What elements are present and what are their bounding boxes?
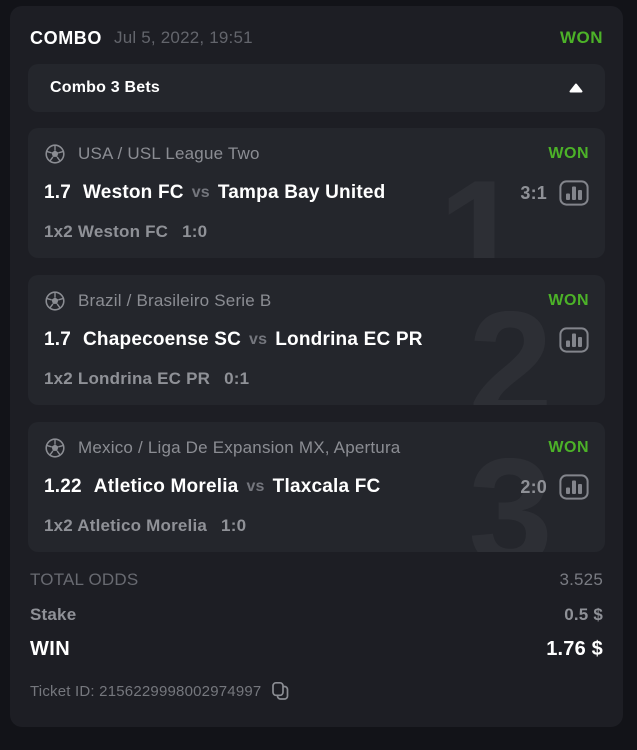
pick-label: 1x2 Londrina EC PR <box>44 369 211 388</box>
bet-odds: 1.22 <box>44 476 82 497</box>
away-team: Londrina EC PR <box>275 329 423 350</box>
bet-ticket-card: COMBO Jul 5, 2022, 19:51 WON Combo 3 Bet… <box>10 6 623 727</box>
soccer-ball-icon <box>44 143 66 165</box>
triangle-up-icon[interactable] <box>569 83 583 93</box>
stake-row: Stake 0.5 $ <box>30 597 603 632</box>
stake-value: 0.5 $ <box>564 604 603 624</box>
pick-score: 1:0 <box>221 516 247 535</box>
vs-label: vs <box>249 331 268 348</box>
home-team: Weston FC <box>83 182 184 203</box>
bet-card: 3 Mexico / Liga De Expansion MX, Apertur… <box>28 422 605 552</box>
pick-label: 1x2 Atletico Morelia <box>44 516 208 535</box>
bet-status-badge: WON <box>548 292 589 309</box>
pick-score: 0:1 <box>224 369 250 388</box>
bet-league-row: Brazil / Brasileiro Serie B WON <box>44 288 589 314</box>
stake-label: Stake <box>30 604 77 624</box>
bet-odds: 1.7 <box>44 329 72 350</box>
pick-label: 1x2 Weston FC <box>44 222 169 241</box>
league-label: Mexico / Liga De Expansion MX, Apertura <box>78 438 401 457</box>
bet-status-badge: WON <box>548 439 589 456</box>
ticket-id-label: Ticket ID: 2156229998002974997 <box>30 682 262 700</box>
win-value: 1.76 $ <box>546 638 603 660</box>
bet-pick-row: 1x2 Londrina EC PR 0:1 <box>44 368 589 390</box>
bet-pick-row: 1x2 Atletico Morelia 1:0 <box>44 515 589 537</box>
ticket-summary: TOTAL ODDS 3.525 Stake 0.5 $ WIN 1.76 $ … <box>28 562 605 703</box>
stats-bar-chart-icon[interactable] <box>559 180 589 206</box>
stats-bar-chart-icon[interactable] <box>559 327 589 353</box>
vs-label: vs <box>246 478 265 495</box>
bets-list: 1 USA / USL League Two WON 1.7 Weston FC… <box>28 128 605 552</box>
combo-bar-label: Combo 3 Bets <box>50 79 160 96</box>
bet-odds: 1.7 <box>44 182 72 203</box>
total-odds-row: TOTAL ODDS 3.525 <box>30 562 603 597</box>
bet-card: 2 Brazil / Brasileiro Serie B WON 1.7 Ch… <box>28 275 605 405</box>
match-score: 3:1 <box>520 182 547 203</box>
home-team: Chapecoense SC <box>83 329 242 350</box>
total-odds-value: 3.525 <box>559 569 603 589</box>
bet-card: 1 USA / USL League Two WON 1.7 Weston FC… <box>28 128 605 258</box>
league-label: USA / USL League Two <box>78 144 260 163</box>
win-label: WIN <box>30 638 71 660</box>
bet-match-row: 1.7 Weston FC vs Tampa Bay United 3:1 <box>44 178 589 208</box>
win-row: WIN 1.76 $ <box>30 632 603 667</box>
ticket-status-badge: WON <box>559 28 603 47</box>
league-label: Brazil / Brasileiro Serie B <box>78 291 272 310</box>
pick-score: 1:0 <box>182 222 208 241</box>
bet-status-badge: WON <box>548 145 589 162</box>
match-score: 2:0 <box>520 476 547 497</box>
bet-league-row: USA / USL League Two WON <box>44 141 589 167</box>
soccer-ball-icon <box>44 437 66 459</box>
ticket-id-row: Ticket ID: 2156229998002974997 <box>30 679 603 703</box>
home-team: Atletico Morelia <box>93 476 239 497</box>
bet-league-row: Mexico / Liga De Expansion MX, Apertura … <box>44 435 589 461</box>
bet-match-row: 1.7 Chapecoense SC vs Londrina EC PR <box>44 325 589 355</box>
vs-label: vs <box>191 184 210 201</box>
bet-type-label: COMBO <box>30 27 102 48</box>
bet-pick-row: 1x2 Weston FC 1:0 <box>44 221 589 243</box>
away-team: Tampa Bay United <box>217 182 386 203</box>
ticket-header: COMBO Jul 5, 2022, 19:51 WON <box>28 20 605 56</box>
soccer-ball-icon <box>44 290 66 312</box>
combo-bets-toggle[interactable]: Combo 3 Bets <box>28 64 605 112</box>
ticket-datetime: Jul 5, 2022, 19:51 <box>114 28 253 47</box>
total-odds-label: TOTAL ODDS <box>30 569 139 589</box>
away-team: Tlaxcala FC <box>272 476 381 497</box>
stats-bar-chart-icon[interactable] <box>559 474 589 500</box>
bet-number-watermark: 1 <box>438 158 523 258</box>
copy-icon[interactable] <box>271 681 290 701</box>
bet-match-row: 1.22 Atletico Morelia vs Tlaxcala FC 2:0 <box>44 472 589 502</box>
